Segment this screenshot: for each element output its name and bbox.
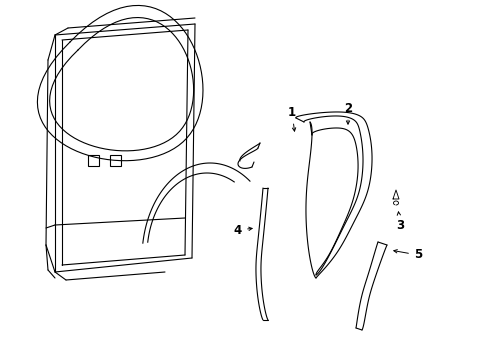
Text: 4: 4 <box>233 224 252 237</box>
Text: 3: 3 <box>395 212 403 231</box>
Bar <box>88 155 99 166</box>
Text: 1: 1 <box>287 105 295 131</box>
Text: 2: 2 <box>343 102 351 124</box>
Bar <box>110 155 121 166</box>
Text: 5: 5 <box>393 248 421 261</box>
